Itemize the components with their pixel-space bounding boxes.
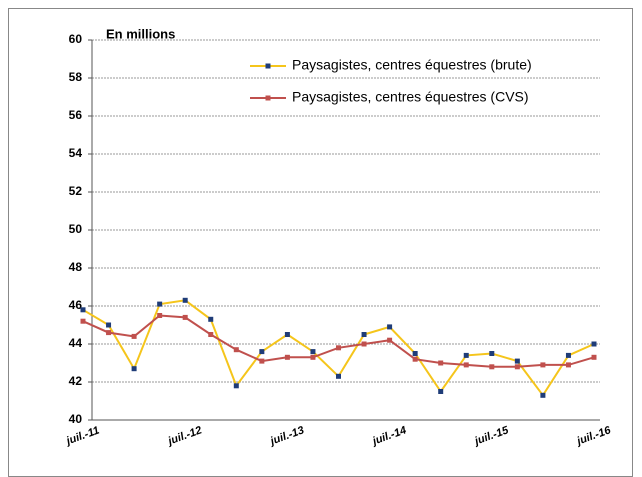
marker — [131, 333, 137, 339]
marker — [208, 332, 214, 337]
y-tick-label: 44 — [69, 336, 83, 350]
marker — [336, 345, 341, 351]
marker — [310, 354, 316, 360]
y-tick-label: 52 — [69, 184, 83, 198]
x-tick-label: juil.-11 — [63, 424, 101, 448]
y-tick-label: 58 — [69, 70, 83, 84]
y-tick-label: 46 — [69, 298, 83, 312]
marker — [540, 362, 546, 368]
marker — [131, 366, 137, 372]
x-tick-label: juil.-12 — [165, 424, 204, 448]
marker — [182, 297, 188, 303]
marker — [259, 358, 265, 364]
marker — [565, 362, 571, 368]
x-tick-label: juil.-13 — [267, 424, 306, 448]
marker — [438, 360, 444, 366]
marker — [387, 337, 393, 343]
marker — [412, 351, 418, 356]
marker — [233, 383, 239, 389]
marker — [514, 358, 520, 364]
y-tick-label: 40 — [69, 412, 83, 426]
y-tick-label: 42 — [69, 374, 83, 388]
marker — [80, 307, 86, 313]
marker — [591, 354, 597, 360]
legend-marker — [265, 95, 271, 101]
marker — [412, 356, 418, 362]
marker — [233, 347, 239, 353]
marker — [106, 330, 112, 336]
marker — [463, 352, 469, 358]
x-tick-label: juil.-16 — [574, 424, 614, 448]
annotation: En millions — [106, 26, 175, 41]
marker — [106, 322, 112, 328]
marker — [565, 352, 571, 358]
chart-frame — [8, 8, 633, 477]
marker — [336, 373, 341, 379]
marker — [284, 332, 290, 337]
marker — [387, 324, 393, 330]
marker — [514, 364, 520, 370]
legend-label: Paysagistes, centres équestres (brute) — [292, 57, 532, 73]
marker — [259, 349, 265, 355]
x-tick-label: juil.-14 — [369, 424, 408, 448]
y-tick-label: 48 — [69, 260, 83, 274]
legend-label: Paysagistes, centres équestres (CVS) — [292, 89, 529, 105]
x-tick-label: juil.-15 — [471, 424, 511, 448]
legend-marker — [265, 63, 271, 69]
marker — [489, 351, 495, 356]
marker — [591, 341, 597, 347]
marker — [463, 362, 469, 368]
marker — [182, 314, 188, 320]
marker — [361, 341, 367, 347]
marker — [540, 392, 546, 398]
marker — [157, 301, 163, 307]
y-tick-label: 50 — [69, 222, 83, 236]
marker — [157, 313, 163, 318]
marker — [208, 316, 214, 322]
y-tick-label: 60 — [69, 32, 83, 46]
marker — [284, 354, 290, 360]
marker — [80, 318, 86, 324]
marker — [310, 349, 316, 355]
marker — [489, 364, 495, 370]
marker — [361, 332, 367, 337]
y-tick-label: 54 — [69, 146, 83, 160]
marker — [438, 389, 444, 394]
y-tick-label: 56 — [69, 108, 83, 122]
